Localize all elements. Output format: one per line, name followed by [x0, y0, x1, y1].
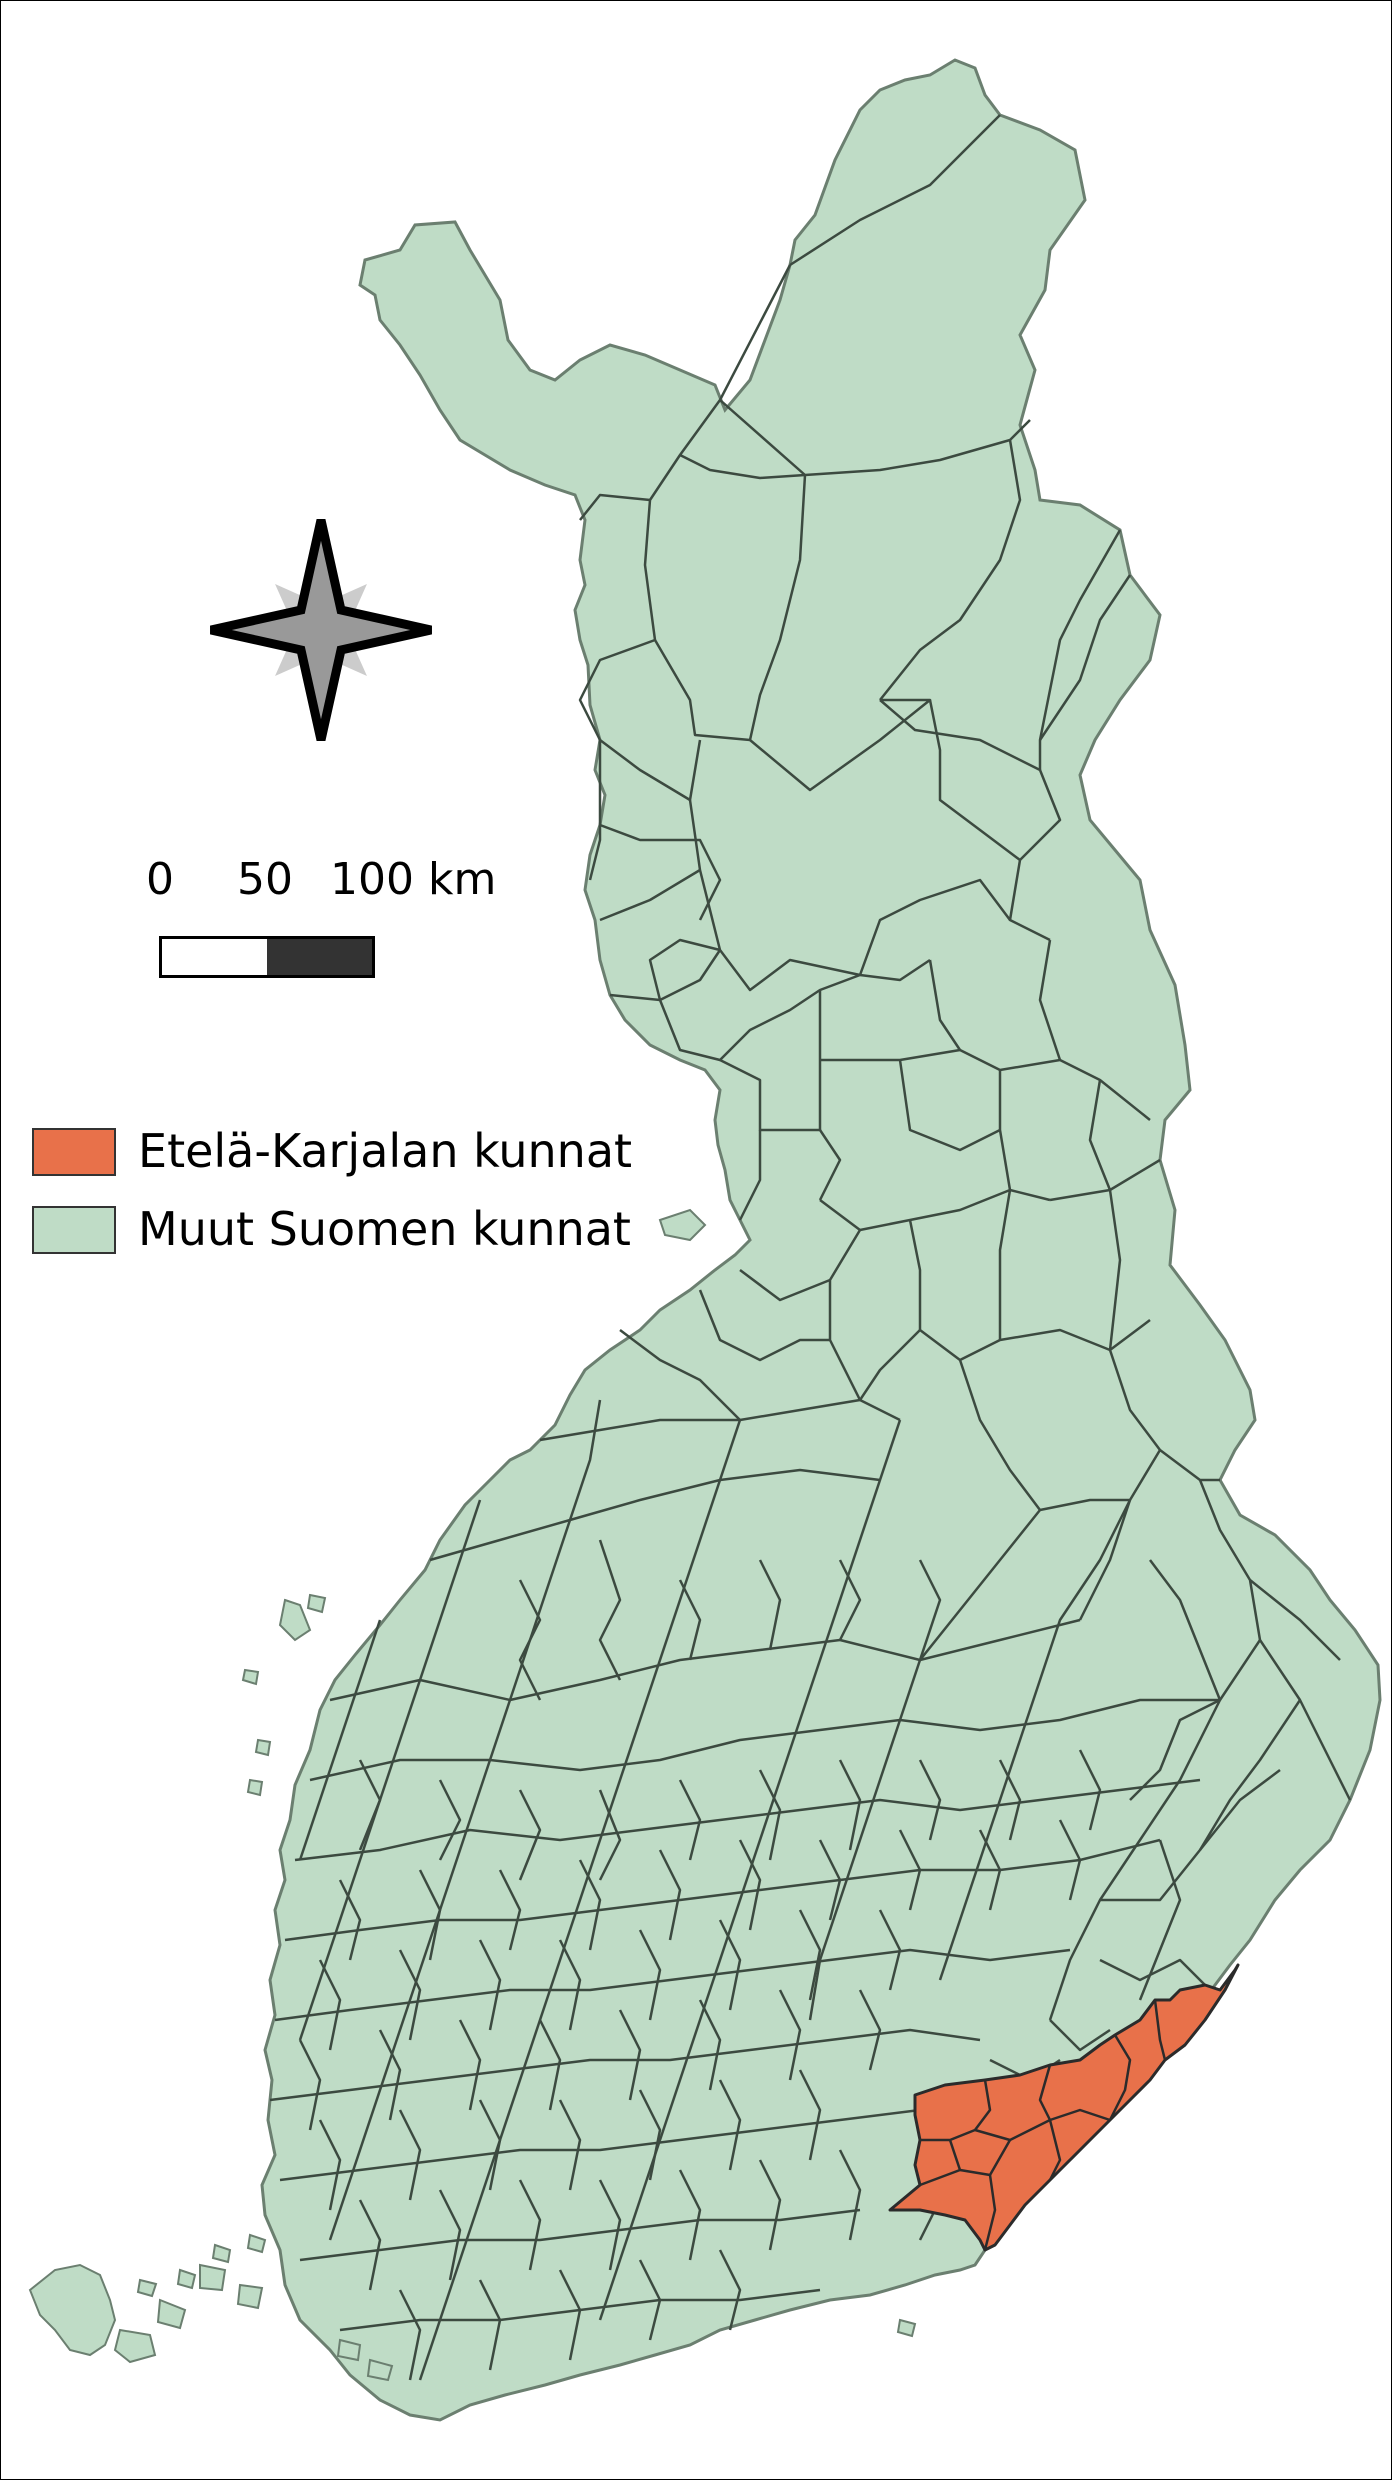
islands [28, 1208, 917, 2382]
etela-karjala-area [888, 1963, 1240, 2252]
finland-land [260, 58, 1382, 2422]
municipal-borders [269, 114, 1352, 2381]
scale-label-50: 50 [237, 854, 293, 905]
legend-label: Etelä-Karjalan kunnat [138, 1124, 633, 1178]
legend-swatch-highlight [32, 1128, 116, 1176]
compass-star-icon [210, 519, 432, 741]
etela-karjala-region [888, 1963, 1240, 2252]
legend-label: Muut Suomen kunnat [138, 1202, 631, 1256]
scale-bar-graphic [159, 936, 375, 978]
scale-label-0: 0 [146, 854, 174, 905]
scale-label-100: 100 km [330, 854, 497, 905]
legend-swatch-other [32, 1206, 116, 1254]
scale-segment-white [162, 939, 267, 975]
scale-segment-dark [267, 939, 372, 975]
